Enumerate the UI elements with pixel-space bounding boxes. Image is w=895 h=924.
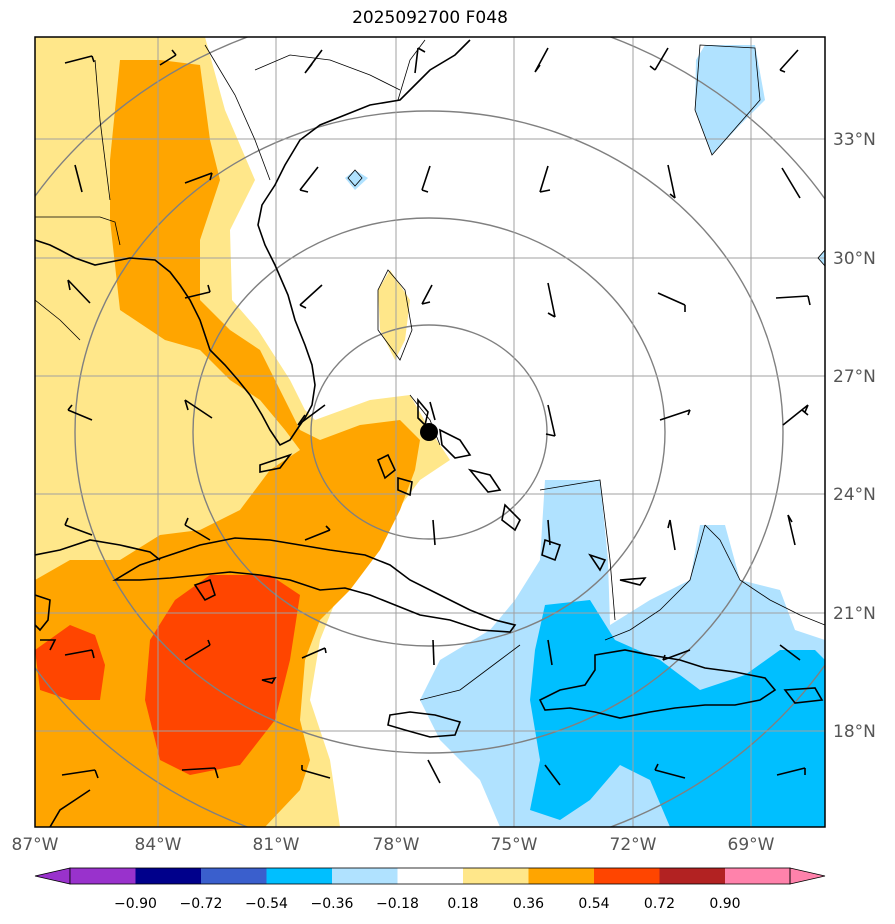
- lat-tick-label: 21°N: [833, 604, 876, 624]
- colorbar-label: 0.90: [709, 896, 740, 912]
- colorbar-label: 0.54: [578, 896, 609, 912]
- colorbar-segment: [463, 868, 529, 884]
- lon-tick-label: 72°W: [610, 835, 657, 855]
- lat-tick-label: 27°N: [833, 367, 876, 387]
- colorbar-segment: [70, 868, 136, 884]
- lat-tick-label: 18°N: [833, 722, 876, 742]
- gridlines: [35, 37, 825, 827]
- colorbar-segment: [594, 868, 660, 884]
- lon-tick-label: 81°W: [253, 835, 300, 855]
- colorbar-label: −0.36: [311, 896, 354, 912]
- colorbar-segment: [201, 868, 267, 884]
- wind-barbs: [61, 47, 811, 786]
- colorbar: −0.90 −0.72 −0.54 −0.36 −0.18 0.18 0.36 …: [34, 867, 826, 912]
- positive-anomaly-fill-medium: [35, 60, 420, 827]
- colorbar-segment: [725, 868, 790, 884]
- plot-title: 2025092700 F048: [352, 8, 508, 28]
- lat-tick-label: 33°N: [833, 130, 876, 150]
- lon-tick-label: 78°W: [373, 835, 420, 855]
- colorbar-segment: [659, 868, 725, 884]
- colorbar-label: 0.72: [644, 896, 675, 912]
- colorbar-label: −0.90: [114, 896, 157, 912]
- colorbar-label: 0.36: [513, 896, 544, 912]
- storm-center-marker: [420, 423, 438, 441]
- lat-tick-label: 30°N: [833, 249, 876, 269]
- colorbar-extend-high: [789, 867, 826, 885]
- colorbar-segment: [397, 868, 463, 884]
- colorbar-extend-low: [34, 867, 71, 885]
- range-rings: [35, 37, 825, 827]
- lon-tick-label: 69°W: [728, 835, 775, 855]
- lat-tick-label: 24°N: [833, 485, 876, 505]
- map-frame: [34, 36, 826, 828]
- lon-tick-label: 84°W: [135, 835, 182, 855]
- colorbar-segment: [135, 868, 201, 884]
- colorbar-segment: [528, 868, 594, 884]
- colorbar-label: −0.18: [376, 896, 419, 912]
- colorbar-segment: [332, 868, 398, 884]
- colorbar-label: −0.54: [245, 896, 288, 912]
- lon-tick-label: 75°W: [491, 835, 538, 855]
- lon-tick-label: 87°W: [12, 835, 59, 855]
- colorbar-segment: [266, 868, 332, 884]
- political-borders: [35, 39, 825, 701]
- colorbar-label: 0.18: [447, 896, 478, 912]
- colorbar-label: −0.72: [180, 896, 223, 912]
